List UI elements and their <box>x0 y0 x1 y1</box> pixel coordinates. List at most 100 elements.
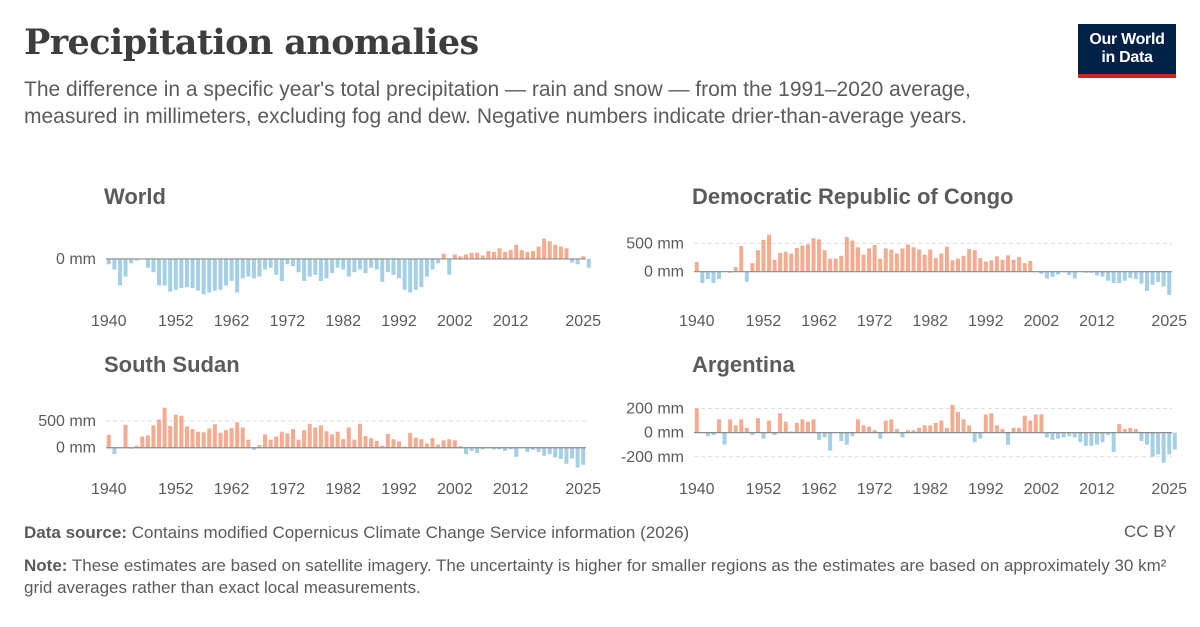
bar-1951[interactable] <box>755 250 760 272</box>
bar-2022[interactable] <box>1150 271 1155 285</box>
owid-logo[interactable]: Our World in Data <box>1078 24 1176 78</box>
bar-1991[interactable] <box>391 439 396 448</box>
bar-1940[interactable] <box>694 408 699 433</box>
bar-1953[interactable] <box>767 234 772 272</box>
bar-2023[interactable] <box>1156 271 1161 282</box>
bar-1952[interactable] <box>173 414 178 448</box>
bar-1949[interactable] <box>157 419 162 448</box>
bar-2007[interactable] <box>1067 432 1072 437</box>
bar-2019[interactable] <box>547 241 552 259</box>
bar-1948[interactable] <box>151 258 156 273</box>
bar-1972[interactable] <box>285 258 290 265</box>
bar-1964[interactable] <box>828 432 833 451</box>
bar-1966[interactable] <box>251 258 256 279</box>
bar-1976[interactable] <box>894 253 899 272</box>
bar-1988[interactable] <box>374 440 379 448</box>
bar-2003[interactable] <box>458 256 463 259</box>
bar-1996[interactable] <box>419 439 424 448</box>
bar-1954[interactable] <box>772 259 777 272</box>
bar-1968[interactable] <box>850 432 855 437</box>
bar-1985[interactable] <box>357 258 362 270</box>
bar-1946[interactable] <box>140 436 145 448</box>
bar-1990[interactable] <box>972 250 977 272</box>
bar-1969[interactable] <box>268 258 273 268</box>
bar-2013[interactable] <box>1100 432 1105 443</box>
bar-2010[interactable] <box>1083 432 1088 446</box>
bar-2026[interactable] <box>1172 432 1177 450</box>
bar-1980[interactable] <box>917 249 922 272</box>
bar-1953[interactable] <box>179 415 184 448</box>
bar-1940[interactable] <box>106 258 111 265</box>
bar-1980[interactable] <box>330 434 335 448</box>
bar-1976[interactable] <box>307 423 312 448</box>
bar-1996[interactable] <box>1006 432 1011 445</box>
bar-1941[interactable] <box>112 258 117 270</box>
bar-2015[interactable] <box>525 251 530 259</box>
data-source-text[interactable]: Contains modified Copernicus Climate Cha… <box>131 523 690 542</box>
bar-2017[interactable] <box>1122 271 1127 281</box>
bar-2000[interactable] <box>1028 260 1033 272</box>
bar-1950[interactable] <box>162 407 167 448</box>
bar-1988[interactable] <box>961 419 966 433</box>
bar-1951[interactable] <box>755 418 760 433</box>
bar-1971[interactable] <box>867 426 872 433</box>
bar-1971[interactable] <box>279 431 284 448</box>
bar-1996[interactable] <box>419 258 424 288</box>
bar-2010[interactable] <box>497 248 502 259</box>
bar-2005[interactable] <box>469 447 474 451</box>
bar-2012[interactable] <box>1094 271 1099 276</box>
bar-1968[interactable] <box>850 240 855 272</box>
bar-1978[interactable] <box>905 430 910 433</box>
bar-1981[interactable] <box>922 425 927 433</box>
bar-1978[interactable] <box>905 244 910 272</box>
bar-1948[interactable] <box>739 246 744 272</box>
bar-1943[interactable] <box>711 432 716 436</box>
bar-1970[interactable] <box>861 254 866 272</box>
bar-1994[interactable] <box>408 432 413 448</box>
bar-1965[interactable] <box>246 258 251 277</box>
bar-1962[interactable] <box>817 239 822 272</box>
bar-1975[interactable] <box>302 430 307 448</box>
bar-1989[interactable] <box>380 445 385 448</box>
bar-1990[interactable] <box>385 433 390 448</box>
bar-2001[interactable] <box>447 439 452 448</box>
bar-1986[interactable] <box>363 436 368 448</box>
bar-2013[interactable] <box>1100 271 1105 277</box>
bar-1949[interactable] <box>157 258 162 286</box>
bar-1948[interactable] <box>151 425 156 448</box>
bar-1984[interactable] <box>352 439 357 448</box>
bar-1942[interactable] <box>705 432 710 437</box>
bar-1958[interactable] <box>794 247 799 272</box>
bar-2008[interactable] <box>486 251 491 259</box>
bar-2009[interactable] <box>491 251 496 259</box>
bar-1979[interactable] <box>911 247 916 272</box>
bar-1957[interactable] <box>201 432 206 448</box>
bar-1971[interactable] <box>279 258 284 281</box>
bar-1947[interactable] <box>145 435 150 448</box>
bar-2025[interactable] <box>581 256 586 259</box>
bar-2007[interactable] <box>480 255 485 259</box>
bar-1985[interactable] <box>357 423 362 448</box>
bar-1986[interactable] <box>950 260 955 272</box>
bar-2000[interactable] <box>441 440 446 448</box>
bar-1954[interactable] <box>184 258 189 288</box>
bar-1989[interactable] <box>380 258 385 282</box>
bar-2014[interactable] <box>1106 271 1111 281</box>
bar-2016[interactable] <box>530 447 535 450</box>
bar-1995[interactable] <box>1000 259 1005 272</box>
bar-1979[interactable] <box>324 431 329 448</box>
bar-1987[interactable] <box>369 438 374 448</box>
bar-2020[interactable] <box>553 244 558 259</box>
bar-1969[interactable] <box>268 439 273 448</box>
bar-1997[interactable] <box>1011 427 1016 433</box>
bar-1974[interactable] <box>296 439 301 448</box>
bar-1946[interactable] <box>728 419 733 433</box>
bar-2014[interactable] <box>1106 432 1111 436</box>
bar-2022[interactable] <box>564 248 569 259</box>
bar-1955[interactable] <box>190 258 195 289</box>
bar-1945[interactable] <box>134 445 139 448</box>
bar-1950[interactable] <box>162 258 167 286</box>
bar-1940[interactable] <box>694 262 699 272</box>
bar-1960[interactable] <box>218 432 223 448</box>
bar-1969[interactable] <box>855 247 860 272</box>
